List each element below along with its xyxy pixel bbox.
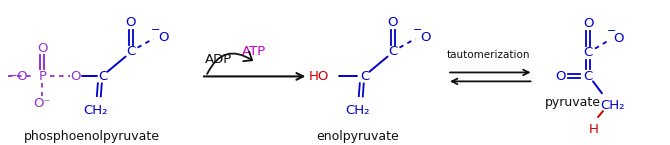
Text: C: C: [126, 45, 135, 58]
Text: O: O: [583, 17, 594, 30]
Text: ADP: ADP: [205, 53, 232, 66]
Text: tautomerization: tautomerization: [447, 50, 531, 60]
Text: ATP: ATP: [241, 45, 266, 58]
Text: phosphoenolpyruvate: phosphoenolpyruvate: [24, 130, 160, 143]
Text: CH₂: CH₂: [600, 99, 625, 112]
Text: −O: −O: [7, 70, 28, 83]
Text: CH₂: CH₂: [84, 104, 108, 117]
Text: −: −: [151, 25, 160, 35]
Text: C: C: [584, 70, 593, 83]
Text: H: H: [589, 124, 599, 136]
Text: O: O: [614, 32, 624, 45]
Text: C: C: [388, 45, 397, 58]
Text: pyruvate: pyruvate: [545, 96, 601, 109]
Text: O: O: [387, 16, 398, 29]
Text: O: O: [420, 31, 431, 44]
Text: −: −: [607, 26, 616, 36]
Text: enolpyruvate: enolpyruvate: [316, 130, 399, 143]
Text: HO: HO: [309, 70, 329, 83]
Text: O: O: [158, 31, 169, 44]
FancyArrowPatch shape: [207, 52, 252, 74]
Text: O: O: [555, 70, 565, 83]
Text: CH₂: CH₂: [346, 104, 370, 117]
Text: −: −: [413, 25, 422, 35]
Text: O: O: [70, 70, 80, 83]
Text: O⁻: O⁻: [34, 97, 51, 110]
Text: C: C: [98, 70, 107, 83]
Text: C: C: [584, 46, 593, 59]
Text: O: O: [37, 42, 48, 55]
Text: O: O: [125, 16, 136, 29]
Text: C: C: [360, 70, 369, 83]
Text: P: P: [38, 70, 46, 83]
